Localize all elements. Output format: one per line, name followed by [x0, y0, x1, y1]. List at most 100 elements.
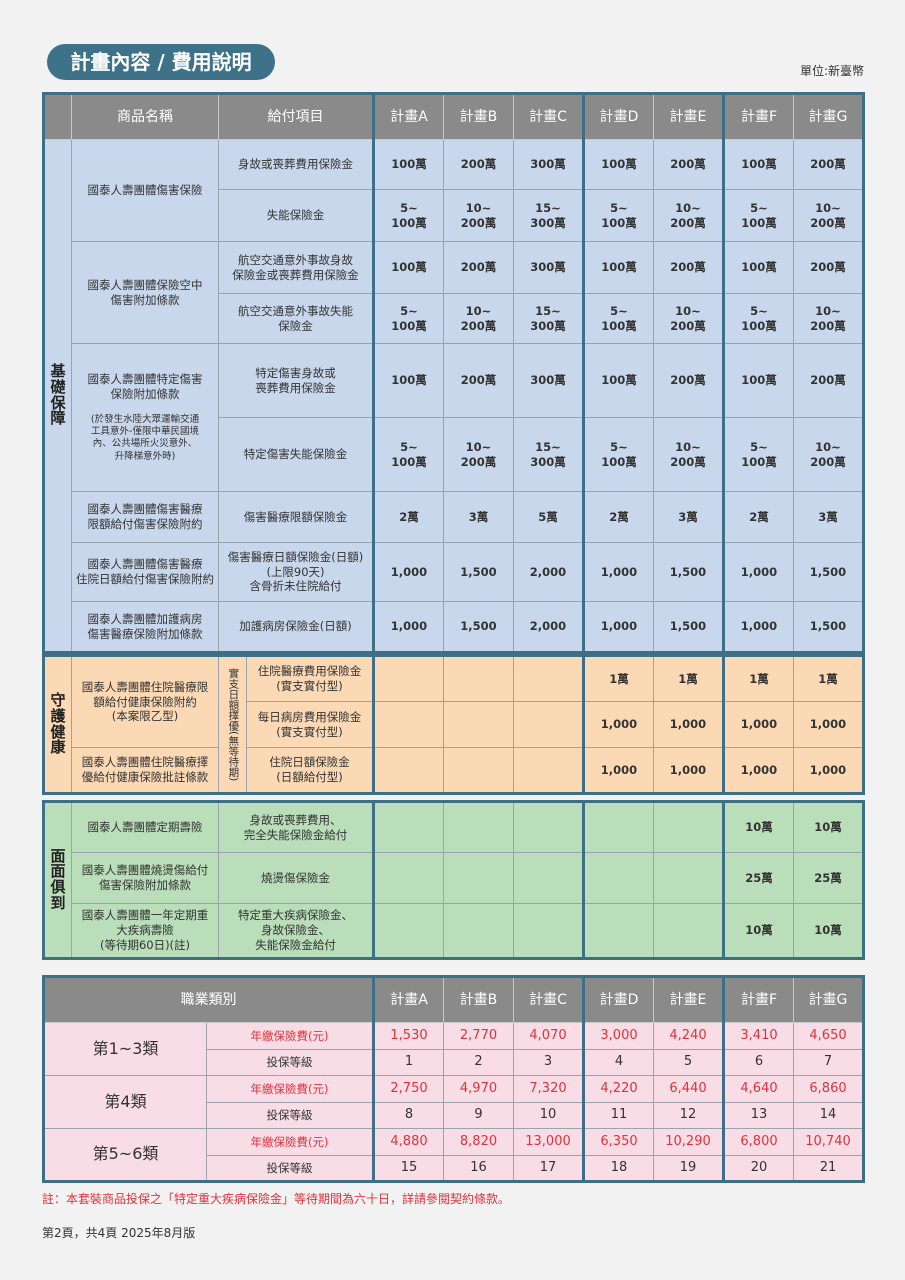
level-value: 13: [722, 1102, 794, 1129]
premium-value: 13,000: [513, 1128, 584, 1156]
product-name-cell: 國泰人壽團體保險空中 傷害附加條款: [71, 241, 219, 344]
page-info: 第2頁，共4頁 2025年8月版: [42, 1226, 196, 1240]
plan-value-cell: [372, 801, 444, 853]
premium-value: 4,070: [513, 1022, 584, 1050]
plan-value-cell: 15~ 300萬: [513, 293, 584, 344]
header-plan-e: 計畫E: [653, 976, 724, 1023]
benefit-item: 住院日額保險金 (日額給付型): [246, 747, 374, 794]
premium-label: 年繳保險費(元): [206, 1128, 374, 1156]
plan-value-cell: 1,000: [582, 542, 654, 602]
plan-value-cell: 300萬: [513, 343, 584, 418]
premium-value: 3,410: [722, 1022, 794, 1050]
occupation-class: 第4類: [43, 1075, 207, 1129]
product-name: 國泰人壽團體加護病房 傷害醫療保險附加條款: [87, 611, 203, 641]
level-value: 4: [582, 1049, 654, 1076]
page-title: 計畫內容 / 費用說明: [47, 44, 275, 80]
product-name-cell: 國泰人壽團體特定傷害 保險附加條款 (於發生水陸大眾運輸交通 工具意外-僅限中華民…: [71, 343, 219, 492]
plan-value-cell: [372, 747, 444, 794]
plan-value-cell: [513, 852, 584, 904]
plan-value-cell: 3萬: [443, 491, 514, 543]
premium-value: 8,820: [443, 1128, 514, 1156]
table-row: 特定傷害失能保險金 5~ 100萬 10~ 200萬 15~ 300萬 5~ 100萬 1…: [44, 417, 864, 492]
level-value: 5: [653, 1049, 724, 1076]
header-plan-g: 計畫G: [793, 976, 864, 1023]
benefit-item: 航空交通意外事故失能 保險金: [218, 293, 374, 344]
header-item: 給付項目: [218, 93, 374, 140]
plan-value-cell: 5~ 100萬: [372, 189, 444, 242]
plan-value-cell: 1,500: [793, 601, 864, 653]
premium-value: 6,800: [722, 1128, 794, 1156]
level-value: 20: [722, 1155, 794, 1182]
benefit-item: 住院醫療費用保險金 (實支實付型): [246, 655, 374, 702]
plan-value-cell: 1,000: [372, 542, 444, 602]
benefit-item: 身故或喪葬費用、 完全失能保險金給付: [218, 801, 374, 853]
plan-value-cell: 1,500: [653, 542, 724, 602]
product-name: 國泰人壽團體定期壽險: [71, 801, 219, 853]
level-value: 11: [582, 1102, 654, 1129]
benefit-item: 特定傷害失能保險金: [218, 417, 374, 492]
product-name-cell: 國泰人壽團體傷害醫療 住院日額給付傷害保險附約: [71, 542, 219, 602]
premium-value: 10,740: [793, 1128, 864, 1156]
plan-value-cell: 100萬: [722, 139, 794, 190]
benefit-item: 失能保險金: [218, 189, 374, 242]
header-plan-f: 計畫F: [722, 93, 794, 140]
plan-value-cell: 200萬: [443, 139, 514, 190]
level-label: 投保等級: [206, 1049, 374, 1076]
plan-value-cell: [372, 701, 444, 748]
header-plan-g: 計畫G: [793, 93, 864, 140]
plan-value-cell: 1,500: [793, 542, 864, 602]
plan-value-cell: 200萬: [653, 241, 724, 294]
plan-value-cell: 25萬: [793, 852, 864, 904]
benefit-item: 特定傷害身故或 喪葬費用保險金: [218, 343, 374, 418]
plan-value-cell: [582, 852, 654, 904]
plan-value-cell: 10~ 200萬: [793, 417, 864, 492]
plan-value-cell: 5~ 100萬: [582, 189, 654, 242]
premium-value: 6,440: [653, 1075, 724, 1103]
header-plan-c: 計畫C: [513, 976, 584, 1023]
product-name: 國泰人壽團體傷害保險: [87, 183, 203, 198]
plan-value-cell: 5~ 100萬: [722, 293, 794, 344]
plan-value-cell: [513, 801, 584, 853]
plan-value-cell: 200萬: [793, 343, 864, 418]
plan-value-cell: 5~ 100萬: [582, 293, 654, 344]
plan-value-cell: 10~ 200萬: [443, 293, 514, 344]
plan-value-cell: 1萬: [793, 655, 864, 702]
header-plan-c: 計畫C: [513, 93, 584, 140]
level-value: 15: [372, 1155, 444, 1182]
plan-value-cell: 2萬: [722, 491, 794, 543]
plan-value-cell: 100萬: [582, 343, 654, 418]
health-coverage-table: 守護健康 國泰人壽團體住院醫療限 額給付健康保險附約 (本案限乙型) 實支日額擇優(…: [42, 654, 865, 795]
plan-value-cell: 1,000: [722, 601, 794, 653]
plan-value-cell: 1,000: [722, 747, 794, 794]
plan-value-cell: 10萬: [722, 801, 794, 853]
plan-value-cell: 100萬: [722, 241, 794, 294]
plan-value-cell: 1萬: [582, 655, 654, 702]
table-row: 國泰人壽團體燒燙傷給付 傷害保險附加條款 燒燙傷保險金 25萬 25萬: [44, 852, 864, 904]
plan-value-cell: 10萬: [722, 903, 794, 959]
plan-value-cell: [653, 852, 724, 904]
plan-value-cell: 5~ 100萬: [372, 293, 444, 344]
benefit-item: 航空交通意外事故身故 保險金或喪葬費用保險金: [218, 241, 374, 294]
plan-value-cell: 3萬: [793, 491, 864, 543]
plan-value-cell: 1,000: [793, 701, 864, 748]
table-row: 守護健康 國泰人壽團體住院醫療限 額給付健康保險附約 (本案限乙型) 實支日額擇優(…: [43, 655, 864, 794]
plan-value-cell: 1,500: [443, 601, 514, 653]
plan-value-cell: [372, 655, 444, 702]
plan-value-cell: 100萬: [372, 241, 444, 294]
product-name: 國泰人壽團體燒燙傷給付 傷害保險附加條款: [71, 852, 219, 904]
premium-value: 4,640: [722, 1075, 794, 1103]
plan-value-cell: 1,000: [372, 601, 444, 653]
plan-value-cell: [443, 852, 514, 904]
header-plan-a: 計畫A: [372, 93, 444, 140]
premium-value: 1,530: [372, 1022, 444, 1050]
product-name-cell: 國泰人壽團體傷害保險: [71, 139, 219, 242]
section-label: 基礎保障: [43, 139, 72, 653]
plan-value-cell: [582, 801, 654, 853]
plan-value-cell: 1,500: [443, 542, 514, 602]
level-value: 14: [793, 1102, 864, 1129]
plan-value-cell: [513, 701, 584, 748]
plan-value-cell: 10~ 200萬: [653, 189, 724, 242]
plan-value-cell: 5~ 100萬: [582, 417, 654, 492]
premium-value: 4,650: [793, 1022, 864, 1050]
table-row: 基礎保障 國泰人壽團體傷害保險 身故或喪葬費用保險金 100萬 200萬 300萬 100萬…: [43, 139, 864, 653]
